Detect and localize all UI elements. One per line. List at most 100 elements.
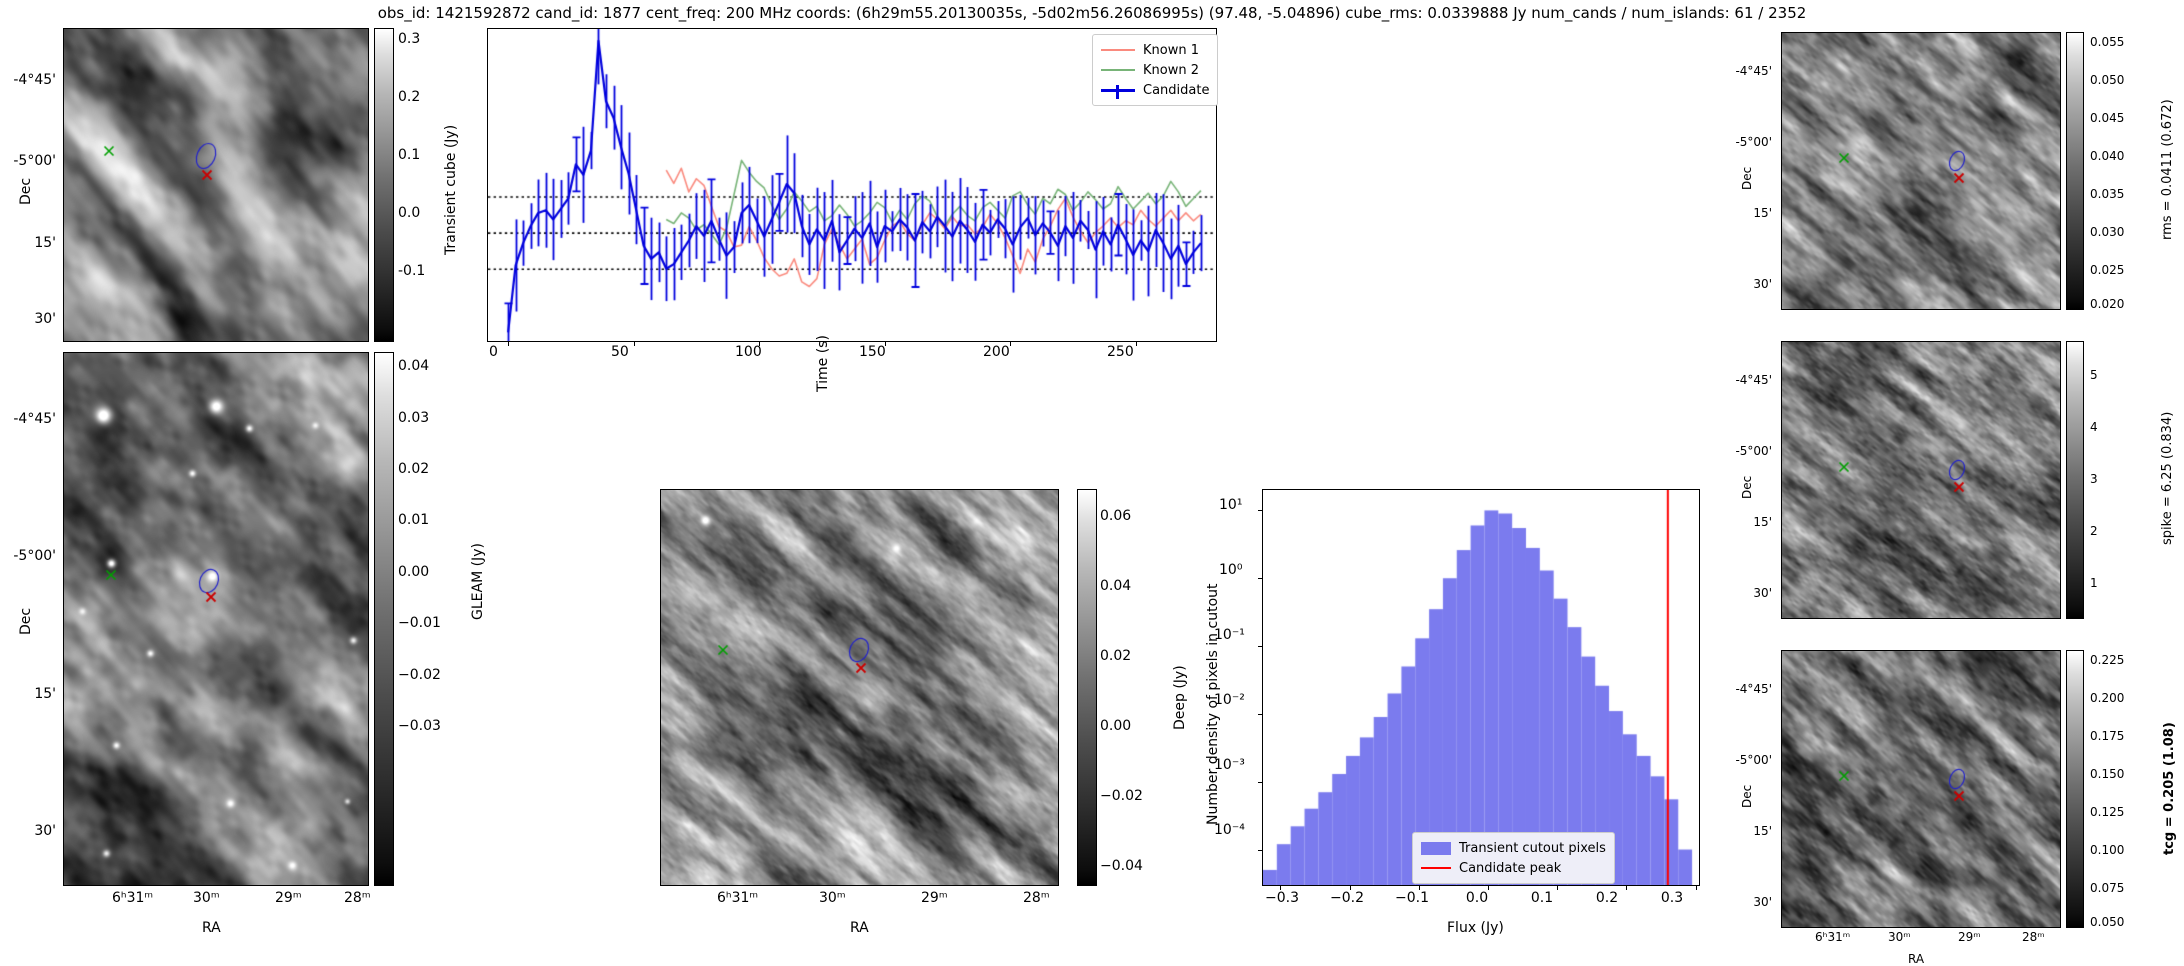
gleam-cbar-tick-0: 0.04	[398, 358, 430, 374]
histogram-ytick-5: 10⁻⁴	[1214, 822, 1245, 838]
legend-swatch-candidate	[1101, 84, 1135, 99]
tcg-cbar-tick-4: 0.125	[2090, 805, 2125, 819]
tcg-image-panel[interactable]	[1781, 650, 2061, 928]
tcg-cbar-tick-6: 0.075	[2090, 881, 2125, 895]
lightcurve-xtick-5: 250	[1107, 344, 1134, 360]
transient-cube-cbar-tick-2: 0.1	[398, 147, 421, 163]
tcg-cbar-tick-7: 0.050	[2090, 915, 2125, 929]
gleam-ra-tick-1: 30ᵐ	[193, 890, 220, 906]
flux-histogram-canvas	[1263, 490, 1699, 885]
spike-dec-tick-3: 30'	[1753, 586, 1772, 600]
tcg-cbar-tick-2: 0.175	[2090, 729, 2125, 743]
gleam-cbar-tick-3: 0.01	[398, 512, 430, 528]
legend-swatch-known-1	[1101, 49, 1135, 51]
histogram-ytick-4: 10⁻³	[1214, 757, 1245, 773]
lightcurve-xtick-3: 150	[859, 344, 886, 360]
spike-dec-tick-0: -4°45'	[1735, 373, 1772, 387]
histogram-ytick-0: 10¹	[1219, 497, 1243, 513]
gleam-ra-tick-3: 28ᵐ	[344, 890, 371, 906]
deep-ra-tick-2: 29ᵐ	[921, 890, 948, 906]
rms-cbar-tick-6: 0.025	[2090, 263, 2125, 277]
spike-image-panel[interactable]	[1781, 341, 2061, 619]
gleam-colorbar	[374, 352, 394, 886]
transient-cube-image-panel[interactable]	[63, 28, 369, 342]
transient-cube-cbar-tick-1: 0.2	[398, 89, 421, 105]
transient-cube-cbar-label: Transient cube (Jy)	[443, 124, 459, 255]
rms-cbar-tick-5: 0.030	[2090, 225, 2125, 239]
legend-label-candidate-peak: Candidate peak	[1459, 860, 1562, 876]
rms-cbar-tick-4: 0.035	[2090, 187, 2125, 201]
rms-cbar-tick-1: 0.050	[2090, 73, 2125, 87]
histogram-xtick-6: 0.3	[1660, 890, 1684, 906]
gleam-ra-tick-0: 6ʰ31ᵐ	[112, 890, 154, 906]
legend-entry-candidate: Candidate	[1101, 80, 1209, 100]
deep-cbar-label: Deep (Jy)	[1172, 665, 1188, 730]
rms-dec-tick-3: 30'	[1753, 277, 1772, 291]
legend-entry-known-1: Known 1	[1101, 40, 1209, 60]
gleam-dec-tick-1: -5°00'	[13, 548, 56, 564]
transient-cube-dec-tick-1: -5°00'	[13, 153, 56, 169]
rms-dec-tick-0: -4°45'	[1735, 64, 1772, 78]
rms-cbar-tick-7: 0.020	[2090, 297, 2125, 311]
gleam-dec-tick-3: 30'	[34, 823, 56, 839]
tcg-ra-tick-1: 30ᵐ	[1888, 930, 1911, 944]
tcg-cbar-tick-3: 0.150	[2090, 767, 2125, 781]
transient-cube-dec-tick-0: -4°45'	[13, 72, 56, 88]
lightcurve-xtick-2: 100	[735, 344, 762, 360]
transient-cube-dec-tick-3: 30'	[34, 311, 56, 327]
legend-label-transient-pixels: Transient cutout pixels	[1459, 840, 1606, 856]
deep-colorbar	[1077, 489, 1097, 886]
histogram-xtick-4: 0.1	[1530, 890, 1554, 906]
gleam-cbar-tick-7: −0.03	[398, 718, 441, 734]
tcg-dec-tick-3: 30'	[1753, 895, 1772, 909]
histogram-xtick-2: −0.1	[1395, 890, 1429, 906]
gleam-ylabel: Dec	[18, 607, 34, 635]
deep-cbar-tick-2: 0.02	[1100, 648, 1132, 664]
gleam-dec-tick-2: 15'	[34, 686, 56, 702]
deep-cbar-tick-1: 0.04	[1100, 578, 1132, 594]
gleam-cbar-label: GLEAM (Jy)	[470, 543, 486, 620]
rms-cbar-tick-3: 0.040	[2090, 149, 2125, 163]
rms-colorbar	[2066, 32, 2084, 310]
legend-label-known-2: Known 2	[1143, 62, 1199, 78]
transient-cube-cbar-tick-4: -0.1	[398, 263, 426, 279]
spike-cbar-label: spike = 6.25 (0.834)	[2160, 411, 2175, 545]
rms-ylabel: Dec	[1740, 166, 1754, 190]
deep-xlabel: RA	[850, 920, 869, 936]
legend-entry-known-2: Known 2	[1101, 60, 1209, 80]
gleam-xlabel: RA	[202, 920, 221, 936]
lightcurve-xtick-1: 50	[611, 344, 629, 360]
deep-ra-tick-1: 30ᵐ	[819, 890, 846, 906]
gleam-image-panel[interactable]	[63, 352, 369, 886]
gleam-cbar-tick-1: 0.03	[398, 410, 430, 426]
spike-dec-tick-1: -5°00'	[1735, 444, 1772, 458]
spike-ylabel: Dec	[1740, 475, 1754, 499]
rms-image-panel[interactable]	[1781, 32, 2061, 310]
histogram-ytick-3: 10⁻²	[1214, 692, 1245, 708]
spike-cbar-tick-4: 1	[2090, 576, 2098, 590]
deep-image-panel[interactable]	[660, 489, 1059, 886]
legend-label-candidate: Candidate	[1143, 82, 1210, 98]
rms-cbar-tick-2: 0.045	[2090, 111, 2125, 125]
rms-cbar-label: rms = 0.0411 (0.672)	[2160, 99, 2175, 240]
figure-title: obs_id: 1421592872 cand_id: 1877 cent_fr…	[377, 4, 1807, 22]
gleam-ra-tick-2: 29ᵐ	[275, 890, 302, 906]
spike-dec-tick-2: 15'	[1753, 515, 1772, 529]
tcg-dec-tick-1: -5°00'	[1735, 753, 1772, 767]
legend-entry-candidate-peak: Candidate peak	[1421, 858, 1606, 878]
legend-swatch-known-2	[1101, 69, 1135, 71]
transient-cube-colorbar	[374, 28, 394, 342]
tcg-colorbar	[2066, 650, 2084, 928]
tcg-xlabel: RA	[1908, 952, 1925, 966]
spike-cbar-tick-3: 2	[2090, 524, 2098, 538]
spike-cbar-tick-1: 4	[2090, 420, 2098, 434]
transient-cube-dec-tick-2: 15'	[34, 235, 56, 251]
spike-cbar-tick-2: 3	[2090, 472, 2098, 486]
transient-cube-cbar-tick-0: 0.3	[398, 31, 421, 47]
deep-cbar-tick-5: −0.04	[1100, 858, 1143, 874]
gleam-cbar-tick-2: 0.02	[398, 461, 430, 477]
histogram-xtick-5: 0.2	[1595, 890, 1619, 906]
transient-cube-cbar-tick-3: 0.0	[398, 205, 421, 221]
histogram-legend: Transient cutout pixels Candidate peak	[1412, 832, 1615, 884]
